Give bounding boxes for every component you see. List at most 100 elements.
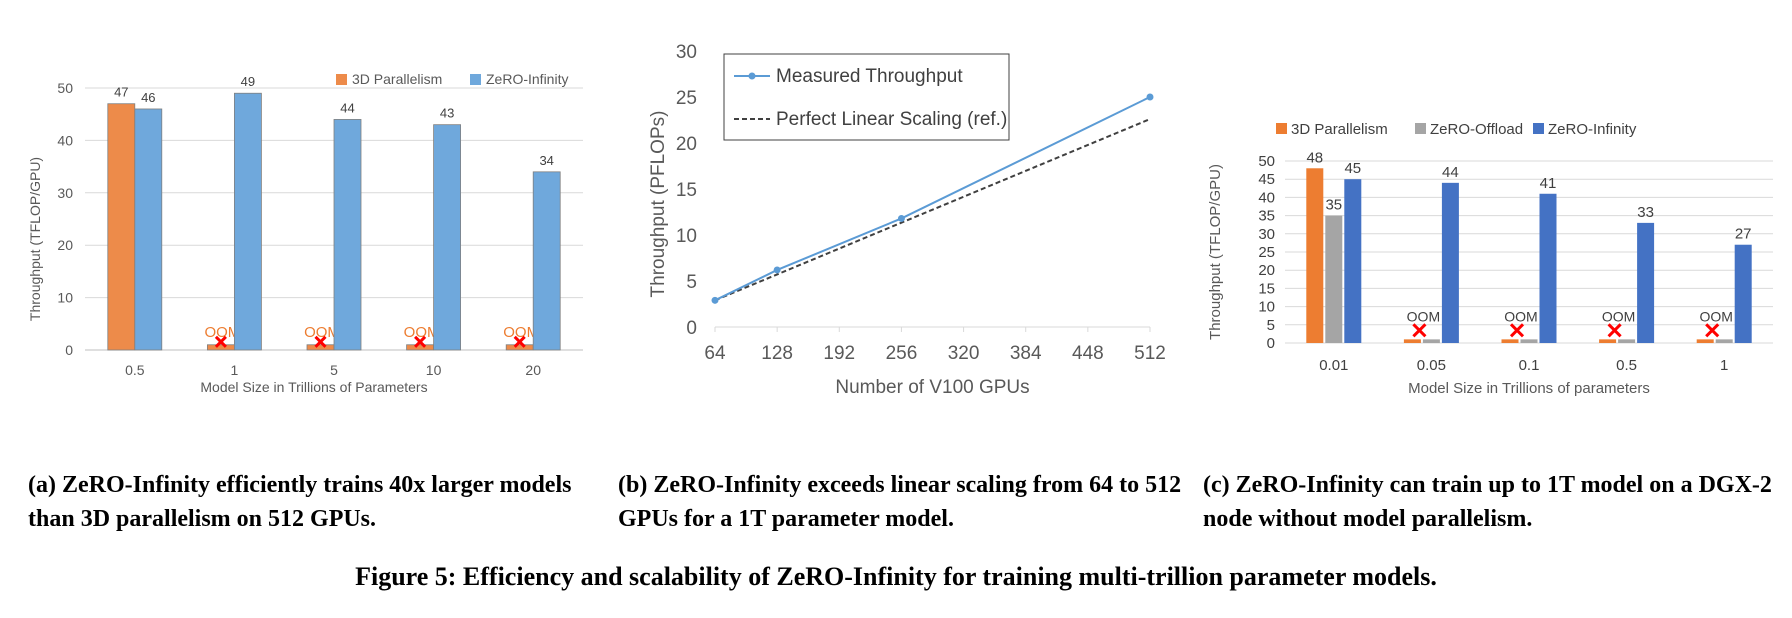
legend-label: ZeRO-Infinity: [486, 71, 568, 87]
bar-data-label: 44: [1442, 164, 1459, 181]
bar-zero-infinity: [333, 119, 362, 351]
bar-zero-offload: [1715, 339, 1733, 343]
bar-data-label: 27: [1735, 226, 1752, 243]
bar-data-label: 48: [1306, 149, 1323, 166]
caption-c: (c) ZeRO-Infinity can train up to 1T mod…: [1203, 472, 1772, 532]
bar-data-label: 33: [1637, 204, 1654, 221]
x-tick-label: 192: [823, 343, 855, 364]
x-tick-label: 1: [231, 362, 239, 378]
bar-zero-infinity: [1539, 193, 1557, 343]
series-line-measured: [714, 96, 1151, 302]
y-tick-label: 5: [1267, 317, 1275, 334]
x-tick-label: 256: [886, 343, 918, 364]
oom-label: OOM: [1504, 308, 1537, 324]
oom-label: OOM: [503, 324, 539, 341]
y-tick-label: 20: [676, 134, 697, 155]
series-line-linear-scaling: [714, 118, 1151, 302]
oom-x-mark: [513, 335, 526, 348]
x-tick-label: 0.1: [1519, 357, 1540, 374]
oom-x-mark: [1509, 323, 1525, 338]
y-tick-label: 50: [57, 80, 73, 96]
legend-swatch: [1276, 123, 1287, 134]
y-tick-label: 10: [1258, 299, 1275, 316]
bar-3d: [1501, 339, 1519, 343]
bar-zero-infinity: [1344, 179, 1362, 343]
x-tick-label: 0.01: [1319, 357, 1348, 374]
y-tick-label: 0: [686, 318, 697, 339]
bar-data-label: 46: [141, 90, 155, 105]
oom-x-mark-stroke: [1705, 323, 1720, 338]
legend-swatch: [470, 74, 481, 85]
oom-x-mark-stroke: [314, 335, 327, 348]
y-axis-label: Throughput (TFLOP/GPU): [1207, 164, 1224, 340]
x-tick-label: 384: [1010, 343, 1042, 364]
legend-label: 3D Parallelism: [352, 71, 442, 87]
chart-a: 0 10 20 30 40 50 47 46 0.5 OOM 49 1 OOM 44 5 OOM 43 10 OOM…: [0, 30, 600, 460]
oom-x-mark-stroke: [1412, 323, 1427, 338]
y-tick-label: 20: [57, 237, 73, 253]
y-tick-label: 25: [1258, 244, 1275, 261]
chart-c: 0 5 10 15 20 25 30 35 40 45 50 48 35 45 0.01 44 OOM 0.05 4…: [1190, 30, 1792, 460]
y-tick-label: 20: [1258, 262, 1275, 279]
x-tick-label: 20: [525, 362, 541, 378]
bar-data-label: 45: [1344, 160, 1361, 177]
oom-x-mark: [1412, 323, 1427, 338]
bar-zero-infinity: [1734, 244, 1752, 343]
bar-zero-infinity: [1637, 222, 1655, 343]
bar-zero-infinity: [532, 171, 561, 351]
y-tick-label: 35: [1258, 208, 1275, 225]
x-tick-label: 64: [704, 343, 726, 364]
y-tick-label: 15: [676, 180, 697, 201]
bar-zero-infinity: [433, 124, 462, 351]
y-tick-label: 40: [1258, 189, 1275, 206]
caption-b: (b) ZeRO-Infinity exceeds linear scaling…: [618, 472, 1182, 532]
oom-x-mark: [1607, 323, 1622, 338]
x-axis-label: Model Size in Trillions of Parameters: [200, 379, 427, 395]
oom-x-mark: [214, 335, 227, 348]
oom-x-mark-stroke: [513, 335, 526, 348]
y-tick-label: 0: [1267, 335, 1275, 352]
x-tick-label: 0.5: [125, 362, 145, 378]
legend-swatch: [1533, 123, 1544, 134]
bar-3d: [1306, 168, 1324, 343]
oom-label: OOM: [1699, 308, 1732, 324]
data-point: [773, 266, 781, 274]
oom-x-mark-stroke: [1509, 323, 1525, 338]
x-tick-label: 448: [1072, 343, 1104, 364]
bar-zero-infinity: [233, 92, 262, 351]
y-tick-label: 40: [57, 132, 73, 148]
bar-3d: [1403, 339, 1421, 343]
bar-data-label: 47: [114, 85, 128, 100]
figure-caption: Figure 5: Efficiency and scalability of …: [355, 562, 1437, 591]
legend-label: ZeRO-Offload: [1430, 121, 1523, 138]
oom-x-mark-stroke: [414, 335, 427, 348]
legend-marker: [748, 72, 756, 80]
x-tick-label: 5: [330, 362, 338, 378]
legend-label: Measured Throughput: [776, 66, 963, 87]
y-tick-label: 50: [1258, 153, 1275, 170]
legend-label: ZeRO-Infinity: [1548, 121, 1637, 138]
oom-label: OOM: [204, 324, 240, 341]
bar-3d: [206, 344, 235, 351]
bar-3d: [107, 103, 136, 351]
legend-label: Perfect Linear Scaling (ref.): [776, 109, 1007, 130]
bar-zero-offload: [1618, 339, 1636, 343]
bar-data-label: 49: [241, 74, 255, 89]
bar-zero-offload: [1422, 339, 1440, 343]
bar-data-label: 43: [440, 106, 454, 121]
bar-zero-infinity: [134, 108, 163, 351]
bar-3d: [505, 344, 534, 351]
bar-3d: [406, 344, 435, 351]
bar-3d: [1599, 339, 1617, 343]
y-tick-label: 0: [65, 342, 73, 358]
x-tick-label: 0.05: [1417, 357, 1446, 374]
bar-data-label: 44: [340, 100, 354, 115]
oom-label: OOM: [404, 324, 440, 341]
x-tick-label: 128: [761, 343, 793, 364]
y-tick-label: 10: [676, 226, 697, 247]
data-point: [711, 296, 719, 304]
y-tick-label: 45: [1258, 171, 1275, 188]
y-tick-label: 15: [1258, 280, 1275, 297]
chart-b: 64 128 192 256 320 384 448 512 0 5 10 15 20 25 30 Measu…: [600, 30, 1190, 460]
